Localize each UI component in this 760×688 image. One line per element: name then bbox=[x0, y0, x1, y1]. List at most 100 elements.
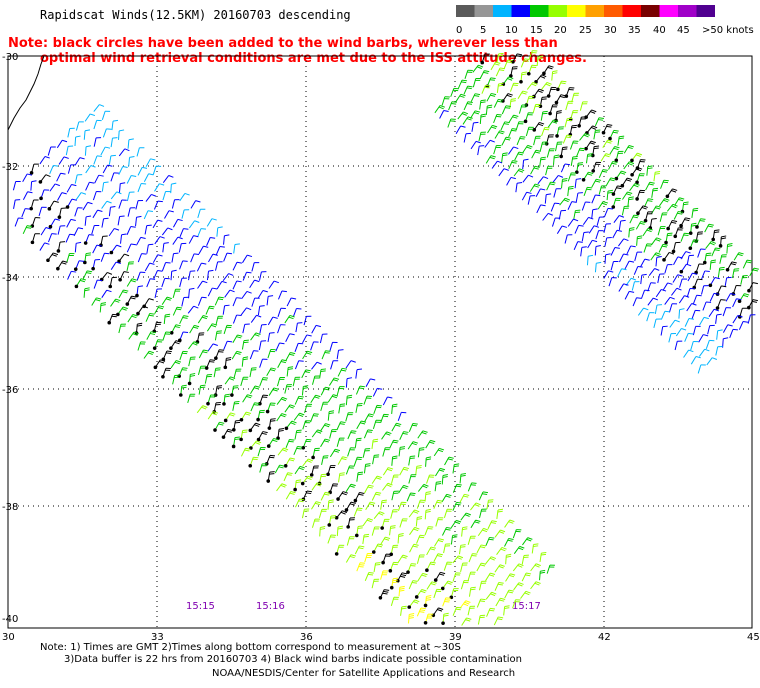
wind-barb bbox=[460, 562, 468, 573]
wind-barb bbox=[651, 205, 662, 214]
wind-barb bbox=[684, 317, 694, 327]
wind-barb bbox=[697, 248, 706, 258]
wind-barb bbox=[207, 411, 219, 420]
wind-barb bbox=[356, 420, 367, 430]
wind-barb bbox=[364, 484, 374, 494]
wind-barb bbox=[371, 438, 379, 449]
wind-barb bbox=[94, 174, 104, 184]
wind-barb bbox=[485, 104, 493, 115]
wind-barb bbox=[620, 177, 633, 188]
wind-barb bbox=[594, 261, 602, 273]
wind-barb bbox=[257, 446, 266, 457]
wind-barb bbox=[277, 324, 286, 334]
wind-barb bbox=[494, 529, 506, 538]
wind-barb bbox=[347, 430, 357, 440]
wind-barb bbox=[389, 577, 399, 590]
wind-barb bbox=[222, 393, 231, 406]
wind-barb bbox=[747, 282, 758, 293]
wind-barb bbox=[673, 256, 683, 265]
qc-circle bbox=[635, 197, 639, 201]
wind-barb bbox=[57, 207, 67, 219]
wind-barb bbox=[655, 256, 662, 267]
wind-barb bbox=[241, 356, 249, 367]
wind-barb bbox=[257, 289, 268, 299]
wind-barb bbox=[716, 329, 723, 340]
wind-barb bbox=[179, 315, 189, 325]
wind-barb bbox=[567, 218, 579, 227]
wind-barb bbox=[496, 546, 507, 556]
qc-circle bbox=[214, 356, 218, 360]
wind-barb bbox=[485, 155, 496, 164]
wind-barb bbox=[444, 456, 454, 466]
qc-circle bbox=[57, 215, 62, 219]
wind-barb bbox=[587, 239, 598, 249]
wind-barb bbox=[629, 214, 639, 224]
wind-barb bbox=[215, 261, 223, 271]
wind-barb bbox=[472, 64, 484, 73]
wind-barb bbox=[565, 100, 574, 111]
wind-barb bbox=[125, 295, 137, 306]
wind-barb bbox=[558, 209, 567, 220]
wind-barb bbox=[240, 376, 249, 387]
wind-barb bbox=[354, 525, 364, 538]
wind-barb bbox=[215, 246, 225, 255]
wind-barb bbox=[47, 200, 59, 211]
wind-barb bbox=[434, 481, 442, 492]
qc-circle bbox=[564, 94, 569, 98]
wind-barb bbox=[372, 454, 380, 465]
legend-label: 35 bbox=[628, 25, 641, 36]
legend-swatch bbox=[456, 5, 475, 17]
wind-barb bbox=[631, 281, 640, 291]
wind-barb bbox=[610, 261, 619, 271]
wind-barb bbox=[408, 580, 418, 590]
wind-barb bbox=[706, 357, 718, 366]
qc-circle bbox=[662, 258, 666, 262]
wind-barb bbox=[267, 332, 275, 343]
wind-barb bbox=[491, 160, 503, 169]
wind-barb bbox=[520, 590, 531, 599]
wind-barb bbox=[242, 271, 252, 281]
wind-barb bbox=[382, 447, 391, 457]
wind-barb bbox=[67, 127, 75, 138]
qc-circle bbox=[232, 427, 236, 432]
wind-barb bbox=[568, 110, 579, 122]
wind-barb bbox=[521, 572, 532, 582]
wind-barb bbox=[749, 267, 759, 277]
wind-barb bbox=[107, 313, 118, 325]
wind-barb bbox=[460, 580, 470, 590]
wind-barb bbox=[671, 287, 682, 296]
wind-barb bbox=[707, 324, 715, 335]
wind-barb bbox=[526, 64, 537, 76]
wind-barb bbox=[614, 170, 627, 181]
wind-barb bbox=[189, 324, 200, 334]
wind-barb bbox=[518, 104, 527, 114]
wind-barb bbox=[388, 561, 399, 573]
qc-circle bbox=[48, 224, 53, 229]
wind-barb bbox=[691, 309, 701, 319]
wind-barb bbox=[311, 482, 322, 491]
wind-barb bbox=[162, 242, 169, 253]
qc-circle bbox=[671, 249, 676, 254]
wind-barb bbox=[443, 543, 451, 554]
wind-barb bbox=[457, 79, 468, 89]
wind-barb bbox=[127, 207, 136, 217]
wind-barb bbox=[251, 262, 260, 272]
qc-circle bbox=[601, 130, 606, 135]
wind-barb bbox=[660, 179, 669, 189]
qc-circle bbox=[666, 226, 670, 231]
wind-barb bbox=[598, 185, 607, 195]
qc-circle bbox=[643, 218, 648, 223]
qc-circle bbox=[152, 346, 157, 350]
wind-barb bbox=[188, 356, 196, 367]
wind-barb bbox=[329, 341, 338, 352]
wind-barb bbox=[417, 483, 429, 492]
wind-barb bbox=[515, 182, 523, 193]
wind-barb bbox=[118, 166, 128, 175]
wind-barb bbox=[309, 465, 319, 477]
wind-barb bbox=[117, 215, 125, 226]
wind-barb bbox=[594, 117, 605, 127]
wind-barb bbox=[610, 246, 620, 256]
wind-barb bbox=[539, 569, 546, 581]
wind-barb bbox=[452, 606, 462, 616]
wind-barb bbox=[346, 536, 355, 546]
